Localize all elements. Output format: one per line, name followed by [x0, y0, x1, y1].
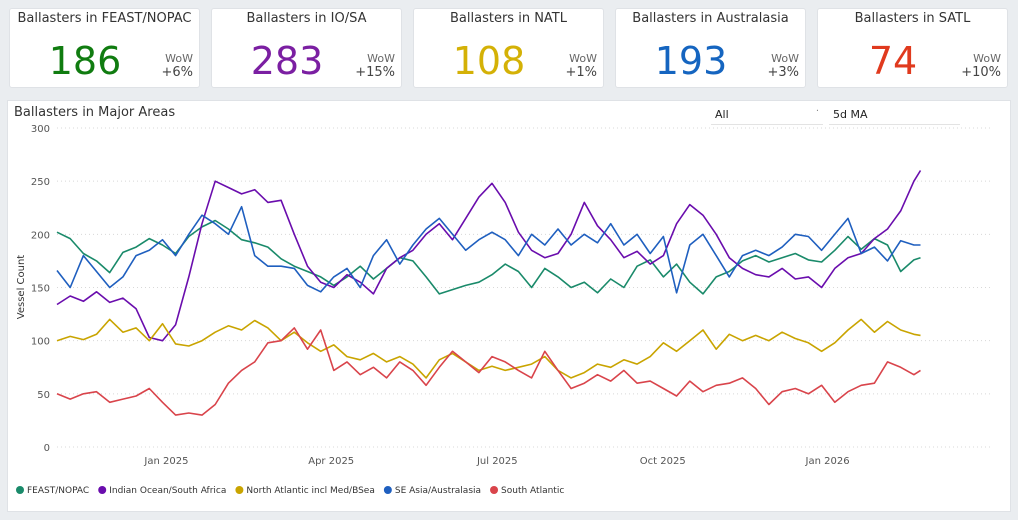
card-wow-label: WoW: [165, 52, 193, 65]
card-title: Ballasters in NATL: [450, 11, 567, 26]
series-line-1: [56, 170, 922, 342]
y-axis-label: Vessel Count: [16, 255, 27, 320]
card-wow-value: +15%: [355, 65, 395, 80]
card-title: Ballasters in SATL: [854, 11, 971, 26]
y-tick-label: 300: [31, 124, 50, 135]
x-tick-label: Apr 2025: [308, 456, 354, 467]
legend-marker-1: [98, 486, 107, 494]
y-tick-label: 0: [44, 443, 50, 454]
card-value: 74: [868, 39, 918, 83]
series-line-4: [56, 327, 921, 416]
card-value: 283: [250, 39, 324, 83]
card-wow-label: WoW: [973, 52, 1001, 65]
dropdown-dot-icon: ·: [815, 106, 819, 117]
ma-filter[interactable]: 5d MA: [829, 103, 960, 125]
legend-marker-3: [383, 486, 392, 494]
legend-marker-2: [235, 486, 244, 494]
y-tick-label: 50: [37, 390, 50, 401]
line-chart: 0 50 100 150 200 250 300 Jan 2025 Apr 2025 Jul 20…: [16, 124, 993, 496]
card-value: 108: [452, 39, 526, 83]
legend-label-4: South Atlantic: [501, 486, 564, 496]
card-title: Ballasters in Australasia: [632, 11, 789, 26]
card-title: Ballasters in FEAST/NOPAC: [17, 11, 192, 26]
legend-label-2: North Atlantic incl Med/BSea: [246, 486, 374, 496]
kpi-card-australasia: Ballasters in Australasia 193 WoW +3%: [615, 8, 806, 88]
card-wow-value: +3%: [767, 65, 799, 80]
kpi-card-satl: Ballasters in SATL 74 WoW +10%: [817, 8, 1008, 88]
range-filter-value: All: [715, 108, 729, 121]
series-line-3: [56, 205, 921, 294]
x-tick-label: Jan 2026: [805, 456, 850, 467]
legend-marker-0: [16, 486, 24, 494]
card-wow-label: WoW: [367, 52, 395, 65]
range-filter[interactable]: All ·: [711, 103, 823, 125]
card-wow-value: +1%: [565, 65, 597, 80]
chart-panel: Ballasters in Major Areas All · 5d MA 0 5…: [7, 100, 1011, 512]
card-wow-value: +10%: [961, 65, 1001, 80]
card-wow-value: +6%: [161, 65, 193, 80]
legend-label-1: Indian Ocean/South Africa: [109, 486, 226, 496]
legend-marker-4: [490, 486, 499, 494]
x-tick-label: Jul 2025: [476, 456, 518, 467]
kpi-card-natl: Ballasters in NATL 108 WoW +1%: [413, 8, 604, 88]
card-wow-label: WoW: [569, 52, 597, 65]
x-tick-label: Jan 2025: [143, 456, 188, 467]
chart-title: Ballasters in Major Areas: [14, 105, 176, 120]
legend-label-3: SE Asia/Australasia: [395, 486, 481, 496]
kpi-card-feast: Ballasters in FEAST/NOPAC 186 WoW +6%: [9, 8, 200, 88]
series-line-2: [56, 318, 921, 379]
y-tick-label: 100: [31, 337, 50, 348]
y-tick-label: 250: [31, 177, 50, 188]
y-tick-label: 150: [31, 284, 50, 295]
ma-filter-value: 5d MA: [833, 108, 868, 121]
legend-label-0: FEAST/NOPAC: [27, 486, 89, 496]
x-tick-label: Oct 2025: [640, 456, 686, 467]
card-value: 186: [48, 39, 122, 83]
y-tick-label: 200: [31, 230, 50, 241]
card-wow-label: WoW: [771, 52, 799, 65]
kpi-card-iosa: Ballasters in IO/SA 283 WoW +15%: [211, 8, 402, 88]
card-value: 193: [654, 39, 728, 83]
card-title: Ballasters in IO/SA: [246, 11, 367, 26]
